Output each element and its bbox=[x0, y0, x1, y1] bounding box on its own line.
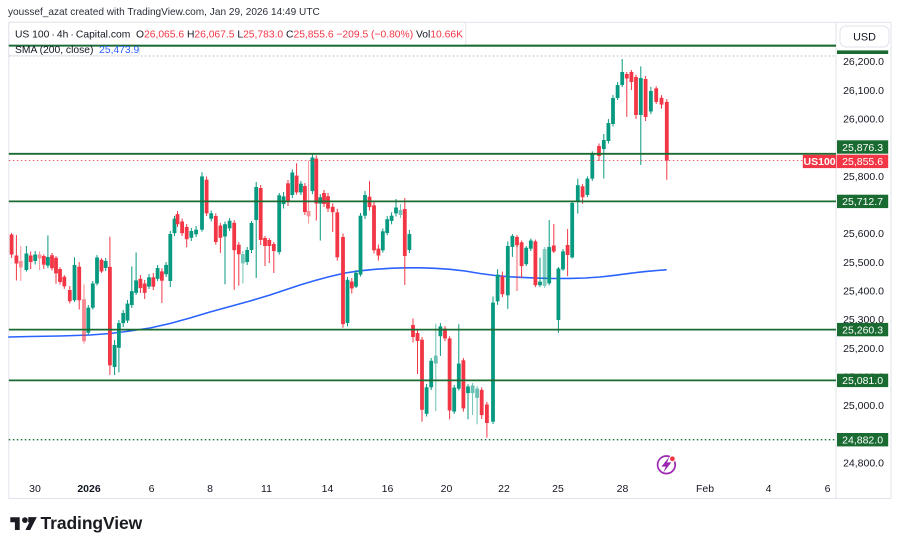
svg-text:25,876.3: 25,876.3 bbox=[842, 142, 883, 154]
svg-text:30: 30 bbox=[29, 483, 41, 495]
svg-text:25: 25 bbox=[552, 483, 564, 495]
svg-text:14: 14 bbox=[322, 483, 334, 495]
svg-text:US100: US100 bbox=[804, 156, 836, 168]
svg-text:25,855.6: 25,855.6 bbox=[842, 156, 883, 168]
svg-text:25,081.0: 25,081.0 bbox=[842, 375, 883, 387]
svg-text:6: 6 bbox=[825, 483, 831, 495]
svg-text:16: 16 bbox=[382, 483, 394, 495]
svg-text:24,882.0: 24,882.0 bbox=[842, 435, 883, 447]
svg-text:25,400.0: 25,400.0 bbox=[843, 285, 884, 297]
svg-text:25,000.0: 25,000.0 bbox=[843, 400, 884, 412]
svg-text:24,800.0: 24,800.0 bbox=[843, 457, 884, 469]
svg-text:2026: 2026 bbox=[77, 483, 101, 495]
svg-text:6: 6 bbox=[149, 483, 155, 495]
svg-text:USD: USD bbox=[853, 32, 876, 44]
svg-text:SMA (200, close) 25,473.9: SMA (200, close) 25,473.9 bbox=[15, 45, 139, 56]
svg-text:youssef_azat created with Trad: youssef_azat created with TradingView.co… bbox=[8, 7, 320, 18]
svg-text:25,800.0: 25,800.0 bbox=[843, 171, 884, 183]
svg-text:25,200.0: 25,200.0 bbox=[843, 343, 884, 355]
svg-text:4: 4 bbox=[766, 483, 772, 495]
svg-text:US 100 · 4h · Capital.com O26: US 100 · 4h · Capital.com O26,065.6 H26,… bbox=[15, 30, 463, 41]
svg-text:25,712.7: 25,712.7 bbox=[842, 196, 883, 208]
svg-text:26,200.0: 26,200.0 bbox=[843, 56, 884, 68]
svg-text:8: 8 bbox=[207, 483, 213, 495]
svg-text:22: 22 bbox=[498, 483, 510, 495]
svg-text:26,100.0: 26,100.0 bbox=[843, 85, 884, 97]
svg-text:25,260.3: 25,260.3 bbox=[842, 324, 883, 336]
svg-text:28: 28 bbox=[617, 483, 629, 495]
svg-text:11: 11 bbox=[261, 483, 272, 495]
svg-text:25,500.0: 25,500.0 bbox=[843, 257, 884, 269]
svg-text:26,000.0: 26,000.0 bbox=[843, 114, 884, 126]
svg-text:25,600.0: 25,600.0 bbox=[843, 228, 884, 240]
svg-text:TradingView: TradingView bbox=[41, 513, 143, 533]
svg-text:20: 20 bbox=[441, 483, 453, 495]
svg-text:Feb: Feb bbox=[696, 483, 714, 495]
